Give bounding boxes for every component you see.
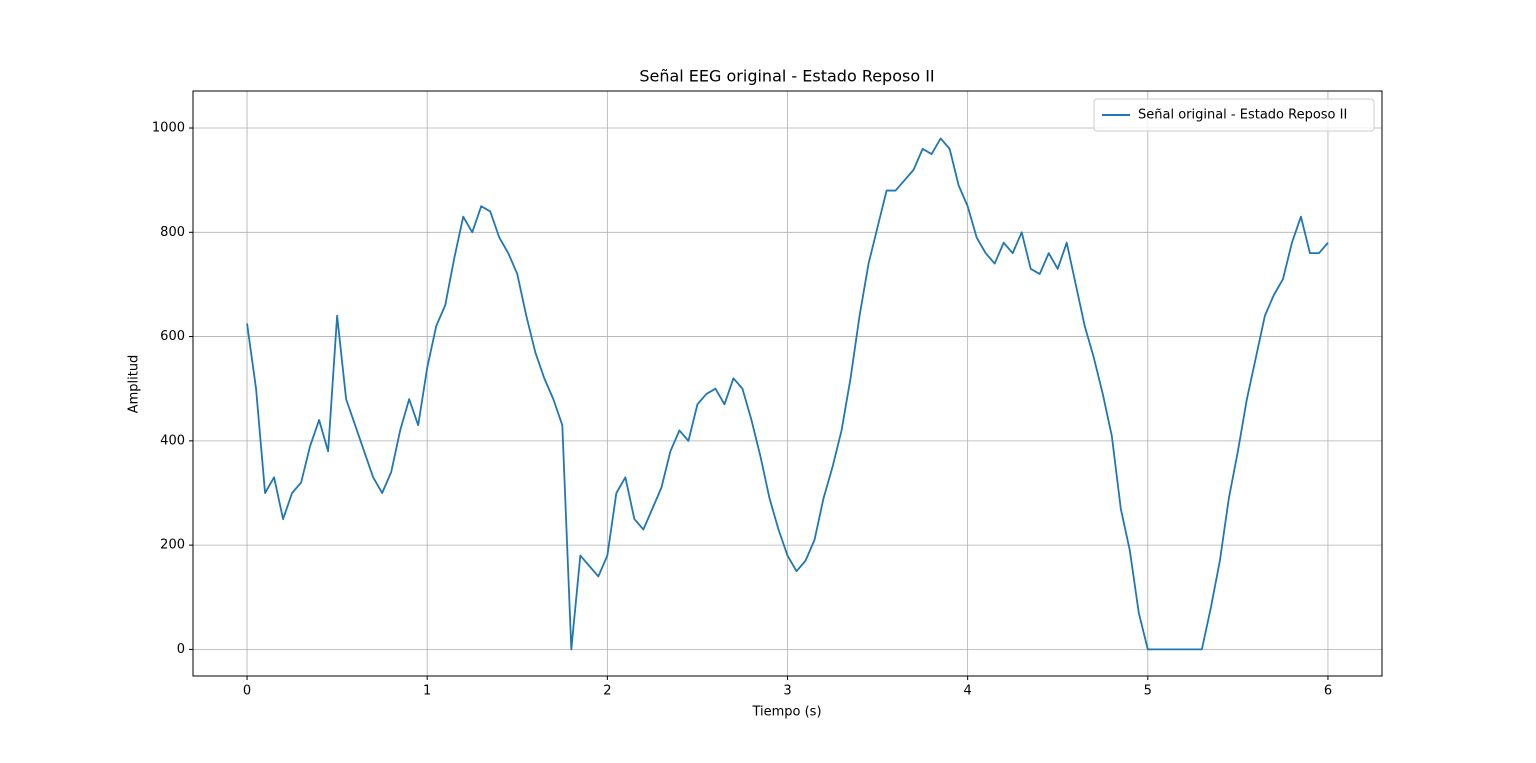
y-tick-label: 0 (177, 642, 185, 657)
data-line (246, 137, 1329, 651)
x-tick-label: 2 (603, 684, 611, 699)
x-tick-label: 0 (243, 684, 251, 699)
legend: Señal original - Estado Reposo II (1093, 98, 1375, 132)
y-tick-label: 400 (160, 433, 185, 448)
x-tick-label: 5 (1144, 684, 1152, 699)
y-tick-label: 1000 (152, 121, 185, 136)
legend-label: Señal original - Estado Reposo II (1138, 108, 1347, 123)
y-tick-label: 200 (160, 538, 185, 553)
y-axis-label: Amplitud (127, 355, 142, 414)
x-tick-label: 6 (1324, 684, 1332, 699)
x-axis-label: Tiempo (s) (751, 705, 821, 720)
x-tick-label: 1 (423, 684, 431, 699)
chart-title: Señal EEG original - Estado Reposo II (639, 67, 934, 86)
x-tick-label: 4 (964, 684, 972, 699)
legend-box (1093, 98, 1375, 132)
y-tick-label: 800 (160, 225, 185, 240)
x-tick-label: 3 (783, 684, 791, 699)
plot-frame (192, 90, 1383, 677)
y-tick-label: 600 (160, 329, 185, 344)
